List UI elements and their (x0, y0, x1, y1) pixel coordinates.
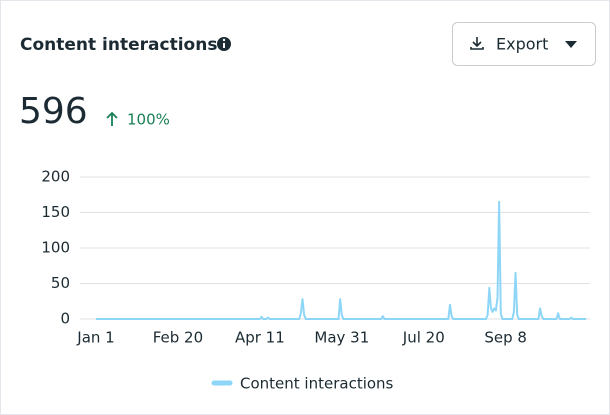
caret-icon (565, 41, 577, 48)
export-button[interactable]: Export (452, 22, 596, 66)
data-line (96, 200, 586, 320)
x-tick-label: Feb 20 (153, 329, 203, 347)
y-tick-label: 100 (41, 239, 70, 257)
plot: 0 50 100 150 200 Jan 1 Feb 20 Apr 11 May 31 Jul 2… (41, 168, 590, 393)
metric-change: 100% (127, 111, 170, 129)
up-arrow (106, 111, 118, 126)
x-tick-label: Jan 1 (76, 329, 114, 347)
y-tick-label: 200 (41, 168, 70, 186)
download-icon (470, 37, 484, 50)
x-tick-label: Apr 11 (235, 329, 285, 347)
x-tick-label: Jul 20 (402, 329, 445, 347)
button-frame (452, 22, 596, 66)
legend-label: Content interactions (240, 375, 394, 393)
y-tick-label: 150 (41, 203, 70, 221)
info-icon[interactable] (217, 37, 231, 51)
y-tick-label: 50 (51, 274, 70, 292)
y-tick-label: 0 (60, 310, 70, 328)
x-tick-label: Sep 8 (484, 329, 527, 347)
metric-value: 596 (19, 91, 88, 132)
card-title: Content interactions (20, 35, 217, 55)
button-label: Export (496, 35, 548, 54)
info-dot (222, 38, 226, 42)
x-tick-label: May 31 (314, 329, 369, 347)
info-bar (223, 43, 225, 48)
